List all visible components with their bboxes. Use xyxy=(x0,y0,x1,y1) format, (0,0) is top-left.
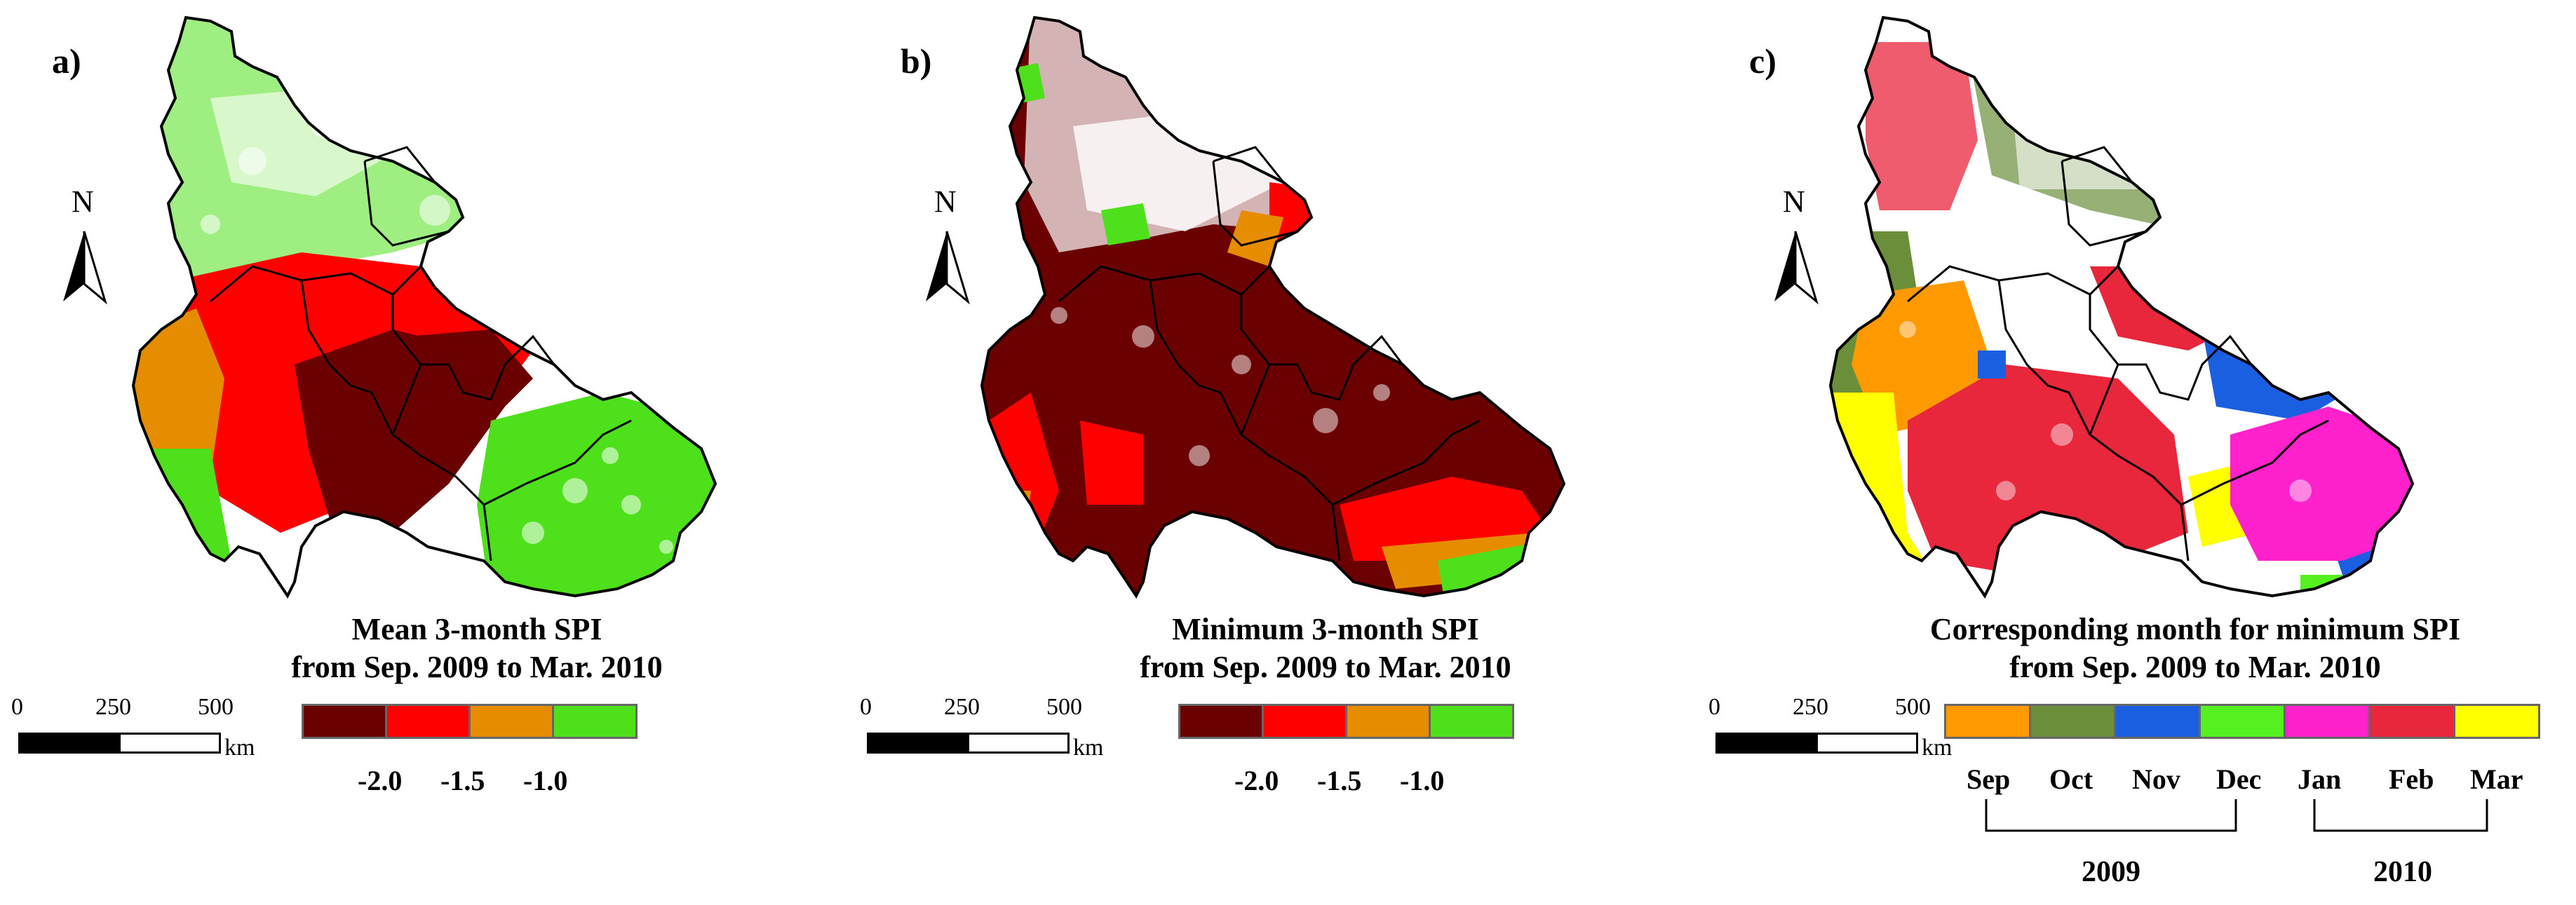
north-arrow-icon xyxy=(926,231,970,305)
month-label: Jan xyxy=(2298,763,2342,795)
legend-tick: -2.0 xyxy=(358,765,403,796)
year-label-2009: 2009 xyxy=(2082,856,2140,888)
legend-tick: -1.5 xyxy=(440,765,485,796)
legend-swatch-extreme xyxy=(302,704,387,739)
scale-unit: km xyxy=(1922,735,1953,761)
month-label: Sep xyxy=(1967,763,2011,795)
scale-tick-500: 500 xyxy=(1046,694,1082,720)
scale-tick-250: 250 xyxy=(944,694,980,720)
north-arrow-icon xyxy=(1774,231,1819,305)
month-label: Oct xyxy=(2049,763,2093,795)
map-mean-spi xyxy=(63,16,717,597)
legend-swatch-oct xyxy=(2029,704,2116,739)
scale-tick-0: 0 xyxy=(11,694,23,720)
north-label: N xyxy=(72,184,94,219)
legend-swatch-moderate xyxy=(468,704,554,739)
legend-swatch-extreme xyxy=(1178,704,1264,739)
month-label: Dec xyxy=(2216,763,2262,795)
map-subtitle: from Sep. 2009 to Mar. 2010 xyxy=(2009,650,2381,684)
scale-tick-0: 0 xyxy=(1708,694,1720,720)
map-minimum-month xyxy=(1774,16,2414,597)
legend-swatch-mild xyxy=(1429,704,1514,739)
legend-tick: -1.5 xyxy=(1317,765,1362,796)
legend-tick: -1.0 xyxy=(523,765,568,796)
scale-tick-500: 500 xyxy=(1895,694,1931,720)
north-label: N xyxy=(1783,184,1805,219)
legend-swatch-mar xyxy=(2453,704,2540,739)
scale-unit: km xyxy=(1073,735,1104,761)
legend-tick: -1.0 xyxy=(1400,765,1445,796)
panel-letter: b) xyxy=(901,41,932,81)
legend-swatch-severe xyxy=(1262,704,1347,739)
legend-swatch-sep xyxy=(1944,704,2031,739)
map-subtitle: from Sep. 2009 to Mar. 2010 xyxy=(1140,650,1511,684)
month-label: Feb xyxy=(2389,763,2434,795)
panel-c: c) N Corresponding month for minimum SPI… xyxy=(1697,0,2576,905)
legend-swatch-severe xyxy=(385,704,471,739)
month-label: Mar xyxy=(2470,763,2523,795)
year-label-2010: 2010 xyxy=(2373,856,2432,888)
scale-bar-white xyxy=(119,733,221,754)
north-label: N xyxy=(934,184,957,219)
legend-swatch-mild xyxy=(552,704,638,739)
north-arrow-icon xyxy=(63,231,107,305)
scale-bar-black xyxy=(18,733,121,754)
legend-swatch-dec xyxy=(2199,704,2286,739)
map-minimum-spi xyxy=(926,16,1565,597)
scale-bar-white xyxy=(967,733,1070,754)
scale-bar-white xyxy=(1816,733,1918,754)
panel-letter: c) xyxy=(1749,41,1776,81)
map-title: Mean 3-month SPI xyxy=(351,612,602,646)
year-brackets xyxy=(1985,799,2488,832)
scale-bar-black xyxy=(867,733,969,754)
map-title: Corresponding month for minimum SPI xyxy=(1929,612,2461,646)
panel-a: a) N Mean 3-month SPI from Sep. 2009 to … xyxy=(0,0,842,905)
legend-swatch-moderate xyxy=(1345,704,1431,739)
month-label: Nov xyxy=(2132,763,2180,795)
map-subtitle: from Sep. 2009 to Mar. 2010 xyxy=(291,650,663,684)
legend-tick: -2.0 xyxy=(1234,765,1279,796)
scale-unit: km xyxy=(224,735,255,761)
panel-b: b) N Minimum 3-month SPI from Sep. 2009 … xyxy=(849,0,1690,905)
scale-tick-250: 250 xyxy=(1793,694,1828,720)
panel-letter: a) xyxy=(52,41,81,81)
scale-tick-500: 500 xyxy=(198,694,234,720)
scale-tick-0: 0 xyxy=(860,694,872,720)
scale-tick-250: 250 xyxy=(95,694,131,720)
map-title: Minimum 3-month SPI xyxy=(1172,612,1479,646)
legend-swatch-nov xyxy=(2114,704,2201,739)
